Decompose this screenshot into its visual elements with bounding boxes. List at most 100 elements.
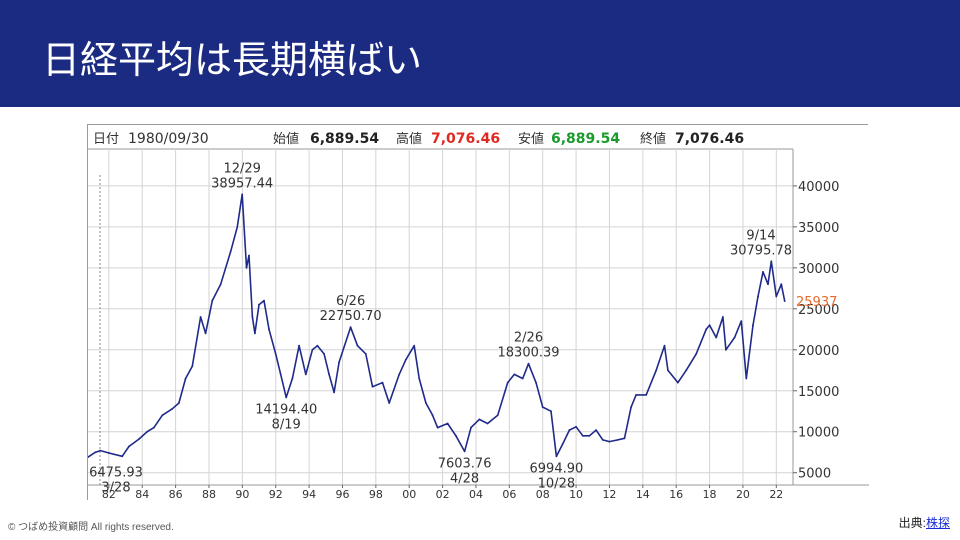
x-tick-label: 14 <box>636 488 650 501</box>
peak-annotation-date: 12/29 <box>223 161 260 176</box>
x-tick-label: 86 <box>169 488 183 501</box>
data-point <box>535 381 537 384</box>
data-point <box>655 369 658 372</box>
data-point <box>527 362 530 365</box>
data-point <box>635 394 637 396</box>
peak-annotation-value: 6475.93 <box>89 466 143 481</box>
data-point <box>588 434 591 437</box>
x-tick-label: 84 <box>135 488 149 501</box>
data-point <box>775 295 778 298</box>
data-point <box>323 353 325 355</box>
data-point <box>616 439 619 441</box>
nikkei-line-chart: 日付 1980/09/30 始値 6,889.54 高値 7,076.46 安値… <box>88 125 869 501</box>
data-point <box>298 344 300 347</box>
info-close-value: 7,076.46 <box>675 131 744 147</box>
x-tick-label: 12 <box>602 488 616 501</box>
data-point <box>513 373 516 376</box>
data-point <box>338 361 340 363</box>
data-point <box>705 328 708 331</box>
data-point <box>783 300 786 302</box>
data-point <box>211 299 214 302</box>
data-point <box>663 344 666 347</box>
data-point <box>608 440 611 443</box>
y-tick-label: 10000 <box>798 426 839 441</box>
data-point <box>184 377 187 380</box>
y-tick-label: 15000 <box>798 385 839 400</box>
x-tick-label: 82 <box>102 488 116 501</box>
data-point <box>381 381 384 384</box>
x-tick-label: 92 <box>269 488 283 501</box>
y-tick-label: 40000 <box>798 180 839 195</box>
peak-annotation-date: 9/14 <box>746 228 775 243</box>
data-point <box>601 439 604 441</box>
source-credit: 出典:株探 <box>899 514 950 531</box>
data-point <box>146 430 149 433</box>
data-point <box>575 425 577 428</box>
info-date-label: 日付 <box>93 132 119 147</box>
data-point <box>178 402 180 404</box>
data-point <box>695 353 698 355</box>
peak-annotation-value: 6994.90 <box>530 461 584 476</box>
data-point <box>780 283 783 286</box>
peak-annotation-value: 14194.40 <box>255 402 317 417</box>
data-point <box>138 438 140 440</box>
info-low-label: 安値 <box>518 131 544 147</box>
copyright-notice: © つばめ投資顧問 All rights reserved. <box>8 522 174 533</box>
peak-annotation-date: 8/19 <box>272 417 301 432</box>
data-point <box>245 266 248 269</box>
data-point <box>161 414 164 417</box>
data-point <box>446 422 449 425</box>
data-point <box>733 336 736 339</box>
x-tick-label: 96 <box>335 488 349 501</box>
y-tick-label: 30000 <box>798 262 839 277</box>
data-point <box>241 193 244 196</box>
peak-annotation-value: 18300.39 <box>498 346 560 361</box>
data-point <box>486 422 489 425</box>
x-tick-label: 90 <box>235 488 249 501</box>
data-point <box>762 271 764 273</box>
data-point <box>413 344 416 347</box>
x-tick-label: 06 <box>502 488 516 501</box>
data-point <box>316 344 319 347</box>
data-point <box>645 394 648 396</box>
data-point <box>405 358 407 361</box>
data-point <box>333 391 335 394</box>
data-point <box>431 414 434 417</box>
x-tick-label: 08 <box>536 488 550 501</box>
data-point <box>263 299 265 302</box>
data-point <box>364 353 367 355</box>
data-point <box>171 407 174 410</box>
data-point <box>745 377 748 380</box>
x-tick-label: 94 <box>302 488 316 501</box>
y-tick-label: 5000 <box>798 467 831 482</box>
data-point <box>677 381 679 384</box>
data-point <box>285 396 288 399</box>
data-point <box>274 353 277 355</box>
peak-annotation-date: 6/26 <box>336 294 365 309</box>
data-point <box>258 303 260 306</box>
data-point <box>630 406 632 408</box>
info-low-value: 6,889.54 <box>551 131 620 147</box>
data-point <box>204 332 207 335</box>
info-high-label: 高値 <box>396 131 422 147</box>
data-point <box>715 336 718 339</box>
data-point <box>506 381 509 384</box>
data-point <box>555 455 558 458</box>
data-point <box>153 426 155 429</box>
data-point <box>371 385 374 388</box>
x-tick-label: 18 <box>703 488 717 501</box>
data-point <box>388 402 391 404</box>
source-link[interactable]: 株探 <box>925 516 950 530</box>
data-point <box>328 373 330 376</box>
data-point <box>436 426 439 429</box>
info-open-label: 始値 <box>273 131 299 147</box>
data-point <box>229 250 232 253</box>
data-point <box>725 348 727 351</box>
x-tick-label: 00 <box>402 488 416 501</box>
data-point <box>667 369 669 372</box>
data-point <box>550 410 552 413</box>
data-point <box>722 316 724 318</box>
data-point <box>595 429 597 431</box>
data-point <box>752 324 754 327</box>
data-point <box>121 455 124 458</box>
